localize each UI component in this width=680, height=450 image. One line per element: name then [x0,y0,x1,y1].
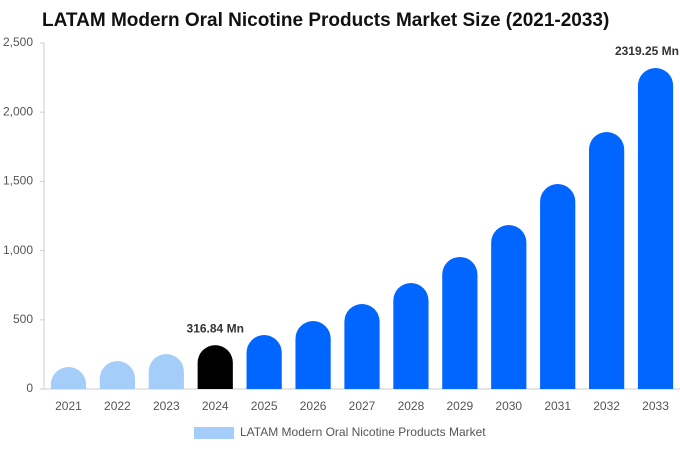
y-tick-label: 0 [26,381,33,395]
x-tick-label: 2024 [202,399,229,413]
bar [246,335,282,389]
x-tick-label: 2021 [55,399,82,413]
x-tick-label: 2023 [153,399,180,413]
x-tick-label: 2032 [593,399,620,413]
x-tick-label: 2030 [495,399,522,413]
bar [197,345,233,389]
data-label: 2319.25 Mn [615,44,679,58]
x-tick-label: 2026 [300,399,327,413]
bar [637,68,674,389]
y-tick-label: 2,000 [3,104,33,118]
x-tick-label: 2022 [104,399,131,413]
bar [50,367,87,389]
data-label: 316.84 Mn [187,321,244,335]
x-tick-label: 2028 [398,399,425,413]
bar [589,131,625,390]
x-tick-label: 2027 [349,399,376,413]
bar [344,304,380,389]
bar [99,361,135,389]
bar [148,353,184,389]
legend-swatch [194,427,234,439]
y-tick-label: 2,500 [3,35,33,49]
chart-title: LATAM Modern Oral Nicotine Products Mark… [42,10,609,31]
y-tick-label: 500 [13,312,33,326]
x-tick-label: 2033 [642,399,669,413]
x-tick-label: 2031 [544,399,571,413]
bar [295,321,331,389]
bar [540,184,576,389]
x-tick-label: 2025 [251,399,278,413]
legend-label: LATAM Modern Oral Nicotine Products Mark… [240,425,486,439]
y-tick-label: 1,000 [3,243,33,257]
bar [491,225,527,389]
x-tick-label: 2029 [446,399,473,413]
y-tick-label: 1,500 [3,174,33,188]
bar [393,282,429,389]
bar [442,256,478,389]
